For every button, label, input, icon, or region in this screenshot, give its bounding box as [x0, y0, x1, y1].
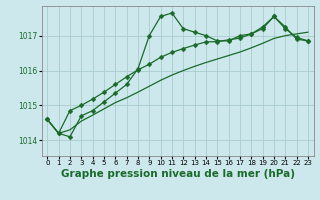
X-axis label: Graphe pression niveau de la mer (hPa): Graphe pression niveau de la mer (hPa): [60, 169, 295, 179]
